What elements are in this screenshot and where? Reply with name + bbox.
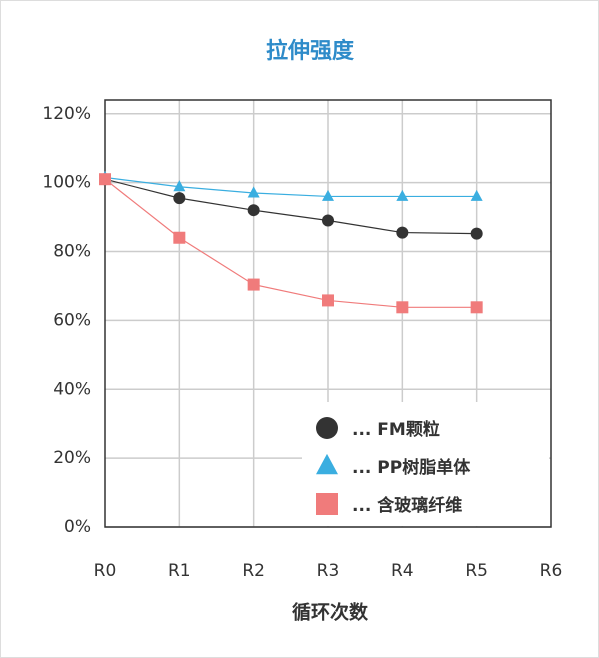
y-tick-label: 100%	[42, 173, 91, 193]
x-tick-label: R4	[391, 561, 414, 581]
marker	[396, 189, 409, 201]
marker	[247, 278, 260, 291]
marker	[173, 192, 186, 205]
series-line	[104, 178, 477, 235]
series-line	[104, 178, 477, 308]
marker	[247, 204, 260, 217]
legend-label: ... 含玻璃纤维	[352, 495, 462, 516]
y-tick-label: 20%	[53, 448, 91, 468]
plot-border	[104, 99, 552, 528]
x-tick-label: R6	[540, 561, 563, 581]
x-tick-label: R1	[168, 561, 191, 581]
chart-title: 拉伸强度	[266, 38, 355, 64]
x-tick-label: R0	[94, 561, 117, 581]
x-tick-label: R2	[242, 561, 265, 581]
x-tick-label: R3	[317, 561, 340, 581]
marker	[470, 227, 483, 240]
marker	[470, 301, 483, 314]
legend-label: ... FM颗粒	[352, 419, 440, 440]
legend-marker	[316, 453, 338, 475]
legend-label: ... PP树脂单体	[352, 457, 471, 478]
x-tick-label: R5	[465, 561, 488, 581]
marker	[322, 294, 334, 307]
y-tick-label: 80%	[53, 242, 91, 262]
legend-marker	[316, 417, 338, 439]
series-line	[104, 176, 477, 198]
marker	[322, 214, 334, 227]
y-tick-label: 0%	[64, 517, 91, 537]
legend-box	[302, 402, 549, 526]
marker	[247, 186, 260, 198]
marker	[322, 189, 334, 201]
marker	[173, 180, 186, 192]
y-tick-label: 60%	[53, 310, 91, 330]
y-tick-label: 40%	[53, 379, 91, 399]
marker	[396, 301, 409, 314]
marker	[396, 226, 409, 239]
legend-marker	[316, 493, 338, 515]
marker	[173, 231, 186, 244]
x-axis-label: 循环次数	[292, 601, 369, 624]
marker	[99, 173, 111, 186]
marker	[470, 189, 483, 201]
y-tick-label: 120%	[42, 104, 91, 124]
